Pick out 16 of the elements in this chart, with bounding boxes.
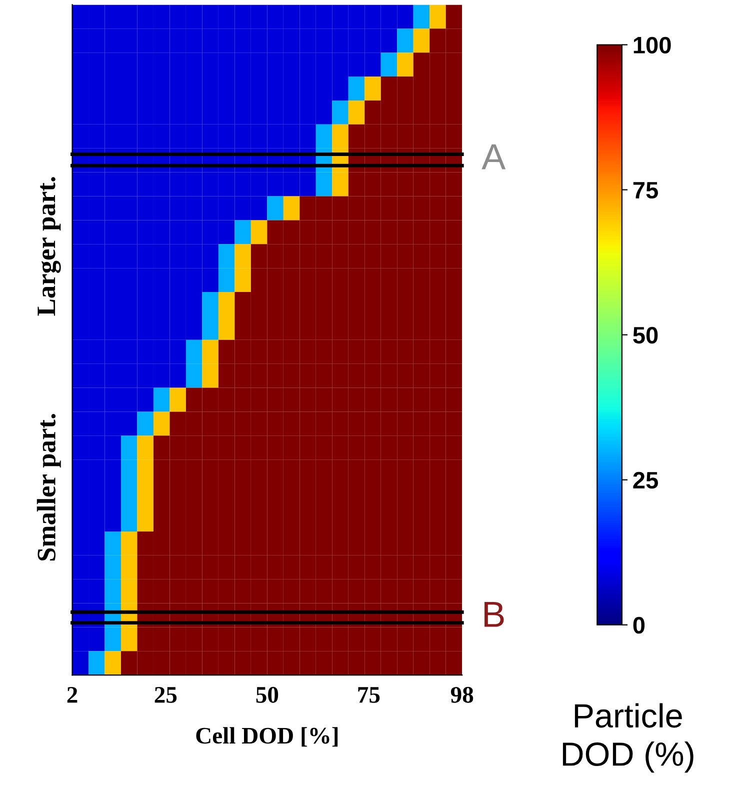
color-bar-label: 25 xyxy=(633,472,658,489)
color-bar-title: Particle DOD (%) xyxy=(562,703,694,773)
text: A xyxy=(482,144,506,170)
text: B xyxy=(484,602,504,627)
color-bar-label: 100 xyxy=(634,36,671,54)
x-tick-label: 25 xyxy=(154,686,177,703)
color-bar-label: 0 xyxy=(633,616,645,634)
x-tick-label: 98 xyxy=(450,686,474,703)
color-bar-label: 50 xyxy=(633,326,658,344)
x-tick-label: 75 xyxy=(358,687,380,703)
text: Smaller part. xyxy=(36,414,61,561)
color-bar-label: 75 xyxy=(633,182,658,199)
x-tick-label: 50 xyxy=(256,686,278,703)
x-axis-title: Cell DOD [%] xyxy=(196,727,338,747)
text: Larger part. xyxy=(38,177,61,316)
x-tick-label: 2 xyxy=(67,686,78,703)
